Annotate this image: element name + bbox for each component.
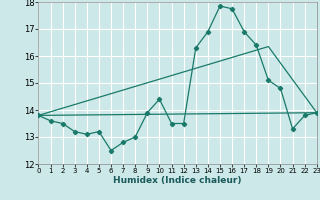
X-axis label: Humidex (Indice chaleur): Humidex (Indice chaleur) xyxy=(113,176,242,185)
